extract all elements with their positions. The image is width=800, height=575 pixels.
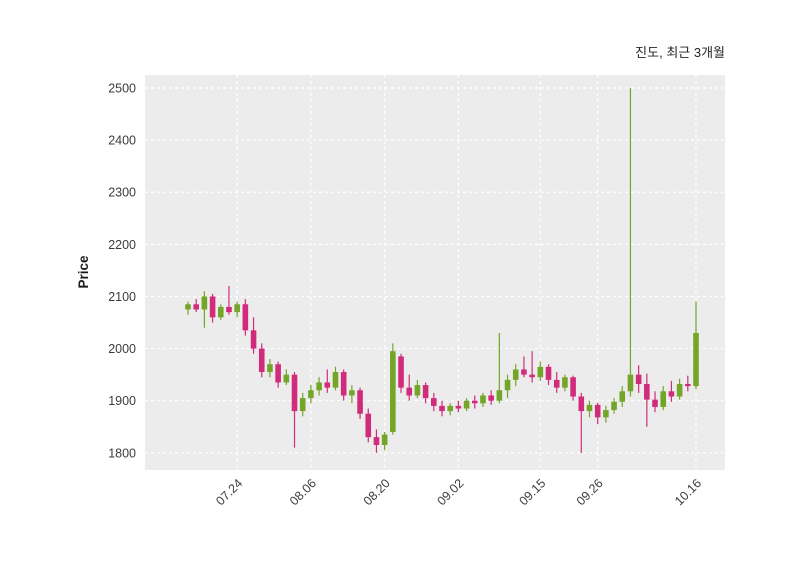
- x-tick-label: 09.02: [434, 476, 466, 508]
- candle-body: [381, 434, 388, 445]
- candle-body: [406, 387, 413, 396]
- candle-body: [644, 384, 650, 400]
- candle-body: [545, 366, 552, 380]
- candle-body: [603, 410, 609, 418]
- candle-body: [521, 369, 527, 375]
- candle-body: [340, 372, 347, 396]
- y-tick-label: 1800: [108, 446, 136, 460]
- candle-body: [562, 377, 568, 388]
- chart-title: 진도, 최근 3개월: [635, 45, 725, 60]
- y-tick-label: 2400: [108, 134, 136, 148]
- candle-body: [324, 382, 331, 388]
- candle-body: [267, 364, 273, 373]
- candle-body: [660, 391, 667, 407]
- candle-body: [226, 306, 232, 313]
- candle-body: [463, 400, 470, 409]
- candle-body: [414, 385, 421, 396]
- candle-body: [693, 332, 699, 387]
- candle-body: [668, 391, 675, 397]
- candle-body: [685, 384, 691, 387]
- candle-body: [529, 374, 535, 378]
- candle-body: [431, 398, 437, 406]
- candle-body: [455, 405, 462, 409]
- candle-body: [635, 374, 642, 385]
- x-tick-label: 08.20: [361, 476, 393, 508]
- candle-body: [308, 390, 314, 399]
- candle-body: [652, 399, 658, 407]
- plot-area: [145, 75, 725, 470]
- candle-body: [193, 304, 199, 310]
- candle-body: [291, 374, 298, 412]
- candle-body: [439, 405, 445, 412]
- candle-body: [447, 405, 453, 412]
- candle-body: [611, 401, 617, 411]
- candle-body: [488, 395, 494, 401]
- x-tick-label: 08.06: [287, 476, 319, 508]
- candle-body: [471, 400, 478, 404]
- x-tick-label: 09.15: [516, 476, 548, 508]
- candle-body: [201, 296, 208, 310]
- candle-body: [496, 390, 503, 401]
- y-tick-label: 1900: [108, 394, 136, 408]
- candle-body: [217, 306, 224, 318]
- candle-body: [234, 304, 240, 313]
- candle-body: [283, 374, 290, 383]
- candle-body: [332, 372, 339, 388]
- candle-body: [390, 351, 396, 432]
- x-tick-label: 10.16: [672, 476, 704, 508]
- candle-body: [578, 396, 585, 412]
- candle-body: [398, 356, 404, 388]
- candle-body: [258, 348, 265, 373]
- candle-body: [570, 377, 576, 397]
- y-tick-label: 2000: [108, 342, 136, 356]
- candle-body: [480, 395, 486, 404]
- candle-body: [619, 391, 626, 402]
- candle-body: [316, 382, 322, 391]
- candle-body: [586, 404, 593, 412]
- candle-body: [594, 404, 601, 418]
- candle-body: [242, 304, 249, 331]
- candles: [185, 88, 699, 453]
- candle-body: [357, 390, 363, 414]
- candle-body: [349, 390, 355, 396]
- candle-body: [512, 369, 519, 380]
- candle-body: [504, 379, 511, 391]
- candle-body: [365, 413, 372, 438]
- y-tick-label: 2200: [108, 238, 136, 252]
- y-tick-label: 2100: [108, 290, 136, 304]
- y-tick-label: 2500: [108, 82, 136, 96]
- candle-body: [537, 366, 544, 378]
- candle-body: [250, 330, 257, 349]
- candle-body: [275, 364, 281, 383]
- candle-body: [553, 379, 560, 388]
- candle-body: [299, 398, 306, 412]
- y-axis-label: Price: [76, 255, 91, 289]
- candle-body: [676, 384, 683, 397]
- candle-body: [373, 437, 380, 445]
- candle-body: [185, 304, 191, 310]
- x-tick-label: 07.24: [213, 476, 245, 508]
- candle-body: [209, 296, 216, 318]
- y-tick-label: 2300: [108, 186, 136, 200]
- candle-body: [422, 385, 429, 399]
- x-tick-label: 09.26: [574, 476, 606, 508]
- candle-body: [627, 374, 634, 392]
